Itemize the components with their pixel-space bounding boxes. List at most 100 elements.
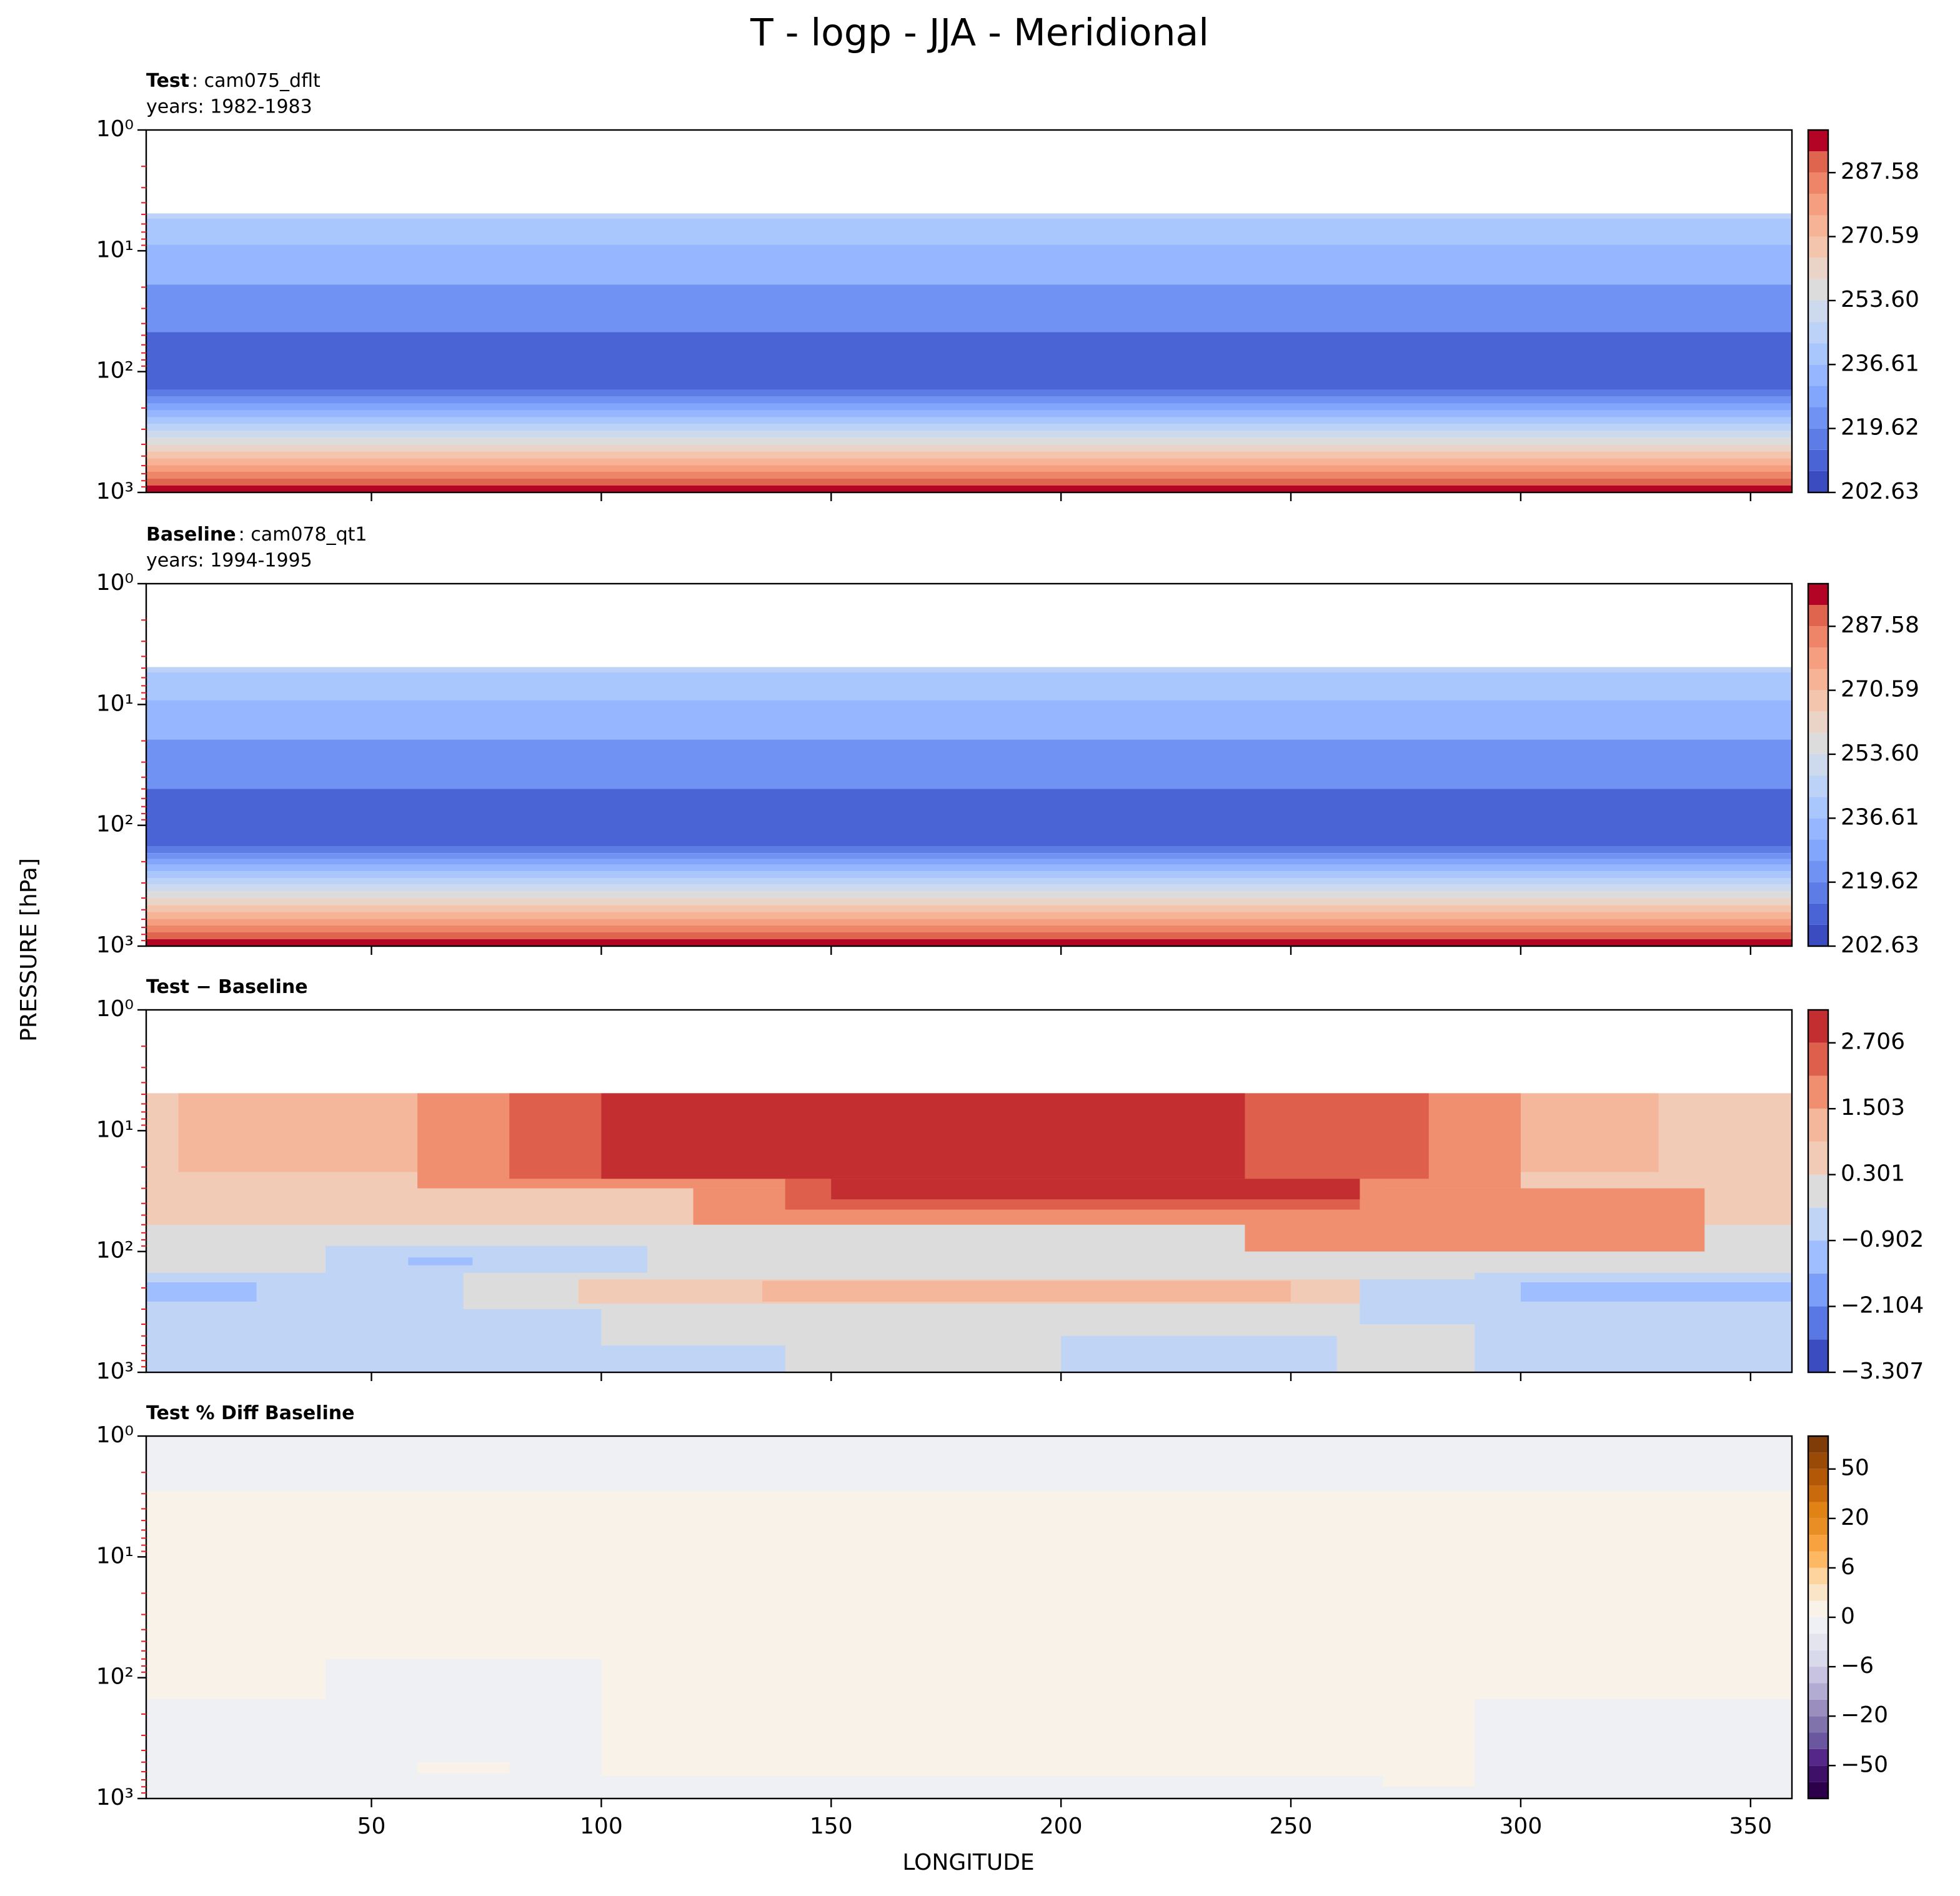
colorbar-tick-label: 253.60 (1841, 287, 1919, 312)
colorbar-band (1808, 1782, 1828, 1799)
contour-region (146, 672, 1792, 701)
colorbar-band (1808, 300, 1828, 322)
colorbar-band (1808, 407, 1828, 429)
colorbar-band (1808, 732, 1828, 754)
colorbar-band (1808, 818, 1828, 840)
contour-region (146, 437, 1792, 445)
colorbar-band (1808, 1765, 1828, 1782)
contour-region (146, 244, 1792, 285)
colorbar-band (1808, 1732, 1828, 1749)
figure-title: T - logp - JJA - Meridional (750, 11, 1209, 55)
contour-region (146, 871, 1792, 878)
y-tick-label: 10¹ (96, 1117, 134, 1142)
colorbar-tick-label: 0.301 (1841, 1161, 1905, 1187)
colorbar-band (1808, 1600, 1828, 1617)
plot-frame (145, 129, 1793, 494)
colorbar-band (1808, 471, 1828, 492)
colorbar-tick-label: −0.902 (1841, 1227, 1924, 1252)
x-tick-label: 150 (810, 1814, 853, 1839)
plot-frame (145, 1435, 1793, 1800)
y-axis-label: PRESSURE [hPa] (16, 858, 42, 1042)
plot-frame (145, 582, 1793, 947)
y-tick-label: 10³ (96, 1785, 134, 1810)
y-tick-label: 10³ (96, 479, 134, 504)
colorbar-band (1808, 1207, 1828, 1241)
colorbar-band (1808, 1535, 1828, 1552)
panel-title: Test − Baseline (146, 976, 308, 998)
colorbar-band (1808, 1584, 1828, 1601)
y-tick-label: 10⁰ (96, 570, 134, 596)
contour-region (146, 912, 1792, 919)
colorbar-band (1808, 194, 1828, 216)
y-tick-label: 10³ (96, 932, 134, 958)
panel-title-bold: Test (146, 70, 189, 92)
x-axis-label: LONGITUDE (902, 1850, 1034, 1875)
colorbar-band (1808, 1240, 1828, 1274)
colorbar-band (1808, 428, 1828, 450)
contour-region (1383, 1699, 1475, 1787)
colorbar-frame (1807, 582, 1829, 947)
y-tick-label: 10⁰ (96, 1422, 134, 1448)
panel-years: years: 1982-1983 (146, 96, 312, 118)
contour-region (146, 396, 1792, 404)
colorbar-band (1808, 215, 1828, 237)
colorbar-band (1808, 1469, 1828, 1486)
colorbar-band (1808, 1436, 1828, 1453)
contour-region (146, 417, 1792, 424)
colorbar-band (1808, 626, 1828, 648)
colorbar-band (1808, 236, 1828, 258)
colorbar-band (1808, 1650, 1828, 1667)
contour-region (1360, 1279, 1475, 1325)
y-tick-label: 10¹ (96, 1543, 134, 1569)
panel-title: Baseline: cam078_qt1 (146, 524, 367, 546)
colorbar-tick-label: −3.307 (1841, 1359, 1924, 1384)
colorbar-band (1808, 776, 1828, 797)
y-tick-label: 10⁰ (96, 996, 134, 1022)
colorbar-tick-label: 50 (1841, 1455, 1869, 1481)
contour-region (146, 424, 1792, 431)
plot-frame (145, 1009, 1793, 1374)
contour-region (601, 1093, 1245, 1179)
contour-region (146, 667, 1792, 672)
contour-region (146, 403, 1792, 411)
colorbar-band (1808, 1452, 1828, 1469)
colorbar-tick-label: 202.63 (1841, 479, 1919, 504)
contour-region (146, 877, 1792, 885)
contour-region (146, 431, 1792, 438)
colorbar-band (1808, 1141, 1828, 1175)
contour-region (486, 1345, 785, 1372)
colorbar-band (1808, 690, 1828, 712)
x-tick-label: 200 (1040, 1814, 1083, 1839)
panel-title: Test: cam075_dflt (146, 70, 321, 92)
colorbar-frame (1807, 129, 1829, 494)
contour-region (831, 1179, 1360, 1200)
colorbar-band (1808, 1306, 1828, 1340)
panel-case: : cam075_dflt (192, 70, 321, 92)
contour-region (146, 332, 1792, 390)
contour-region (146, 905, 1792, 912)
y-tick-label: 10⁰ (96, 116, 134, 142)
contour-region (146, 939, 1792, 946)
colorbar-band (1808, 903, 1828, 925)
panel-case: : cam078_qt1 (239, 524, 367, 546)
colorbar-frame (1807, 1009, 1829, 1374)
contour-region (146, 213, 1792, 219)
colorbar-band (1808, 669, 1828, 691)
contour-region (146, 789, 1792, 847)
colorbar-band (1808, 257, 1828, 279)
colorbar-band (1808, 1518, 1828, 1535)
colorbar-tick-label: 2.706 (1841, 1029, 1905, 1055)
colorbar-band (1808, 130, 1828, 152)
colorbar-band (1808, 797, 1828, 819)
colorbar-tick-label: 202.63 (1841, 932, 1919, 958)
colorbar-band (1808, 151, 1828, 173)
colorbar-band (1808, 449, 1828, 471)
colorbar-band (1808, 1551, 1828, 1568)
colorbar-tick-label: 270.59 (1841, 677, 1919, 702)
panel-title: Test % Diff Baseline (146, 1402, 355, 1424)
contour-region (146, 739, 1792, 789)
contour-region (601, 1699, 1383, 1776)
contour-region (146, 919, 1792, 926)
contour-region (146, 218, 1792, 245)
colorbar-tick-label: −2.104 (1841, 1293, 1924, 1319)
